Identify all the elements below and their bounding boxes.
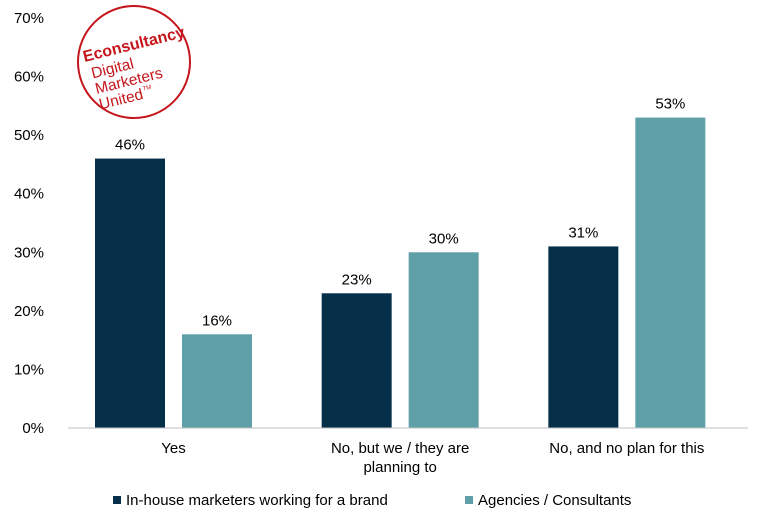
bar bbox=[182, 334, 252, 428]
bar bbox=[95, 158, 165, 429]
bar bbox=[408, 252, 479, 428]
y-tick-label: 60% bbox=[14, 69, 44, 86]
bar bbox=[548, 246, 619, 428]
data-label: 30% bbox=[429, 230, 459, 247]
econsultancy-logo: Econsultancy Digital Marketers United TM bbox=[77, 5, 191, 119]
y-tick-label: 0% bbox=[22, 420, 44, 437]
y-tick-label: 20% bbox=[14, 303, 44, 320]
logo-tm: TM bbox=[142, 85, 152, 93]
bar bbox=[321, 293, 392, 428]
category-labels: Yes No, but we / they are planning to No, a… bbox=[161, 440, 704, 476]
y-tick-label: 50% bbox=[14, 127, 44, 144]
category-label: Yes bbox=[161, 440, 185, 457]
category-label: No, but we / they are bbox=[331, 440, 469, 457]
legend-swatch bbox=[113, 496, 121, 504]
y-tick-label: 30% bbox=[14, 244, 44, 261]
data-label: 16% bbox=[202, 312, 232, 329]
legend-swatch bbox=[465, 496, 473, 504]
legend-label: In-house marketers working for a brand bbox=[126, 492, 388, 509]
y-axis: 0% 10% 20% 30% 40% 50% 60% 70% bbox=[14, 10, 44, 437]
y-tick-label: 70% bbox=[14, 10, 44, 27]
legend-label: Agencies / Consultants bbox=[478, 492, 631, 509]
bars bbox=[95, 117, 706, 429]
category-label: planning to bbox=[363, 459, 436, 476]
data-label: 23% bbox=[342, 271, 372, 288]
data-label: 46% bbox=[115, 137, 145, 154]
y-tick-label: 10% bbox=[14, 361, 44, 378]
category-label: No, and no plan for this bbox=[549, 440, 704, 457]
data-labels: 46% 23% 31% 16% 30% 53% bbox=[115, 96, 685, 330]
y-tick-label: 40% bbox=[14, 186, 44, 203]
logo-brand: Econsultancy bbox=[81, 24, 186, 66]
data-label: 53% bbox=[655, 96, 685, 113]
bar bbox=[635, 117, 706, 429]
legend: In-house marketers working for a brand Ag… bbox=[113, 492, 631, 509]
data-label: 31% bbox=[568, 224, 598, 241]
